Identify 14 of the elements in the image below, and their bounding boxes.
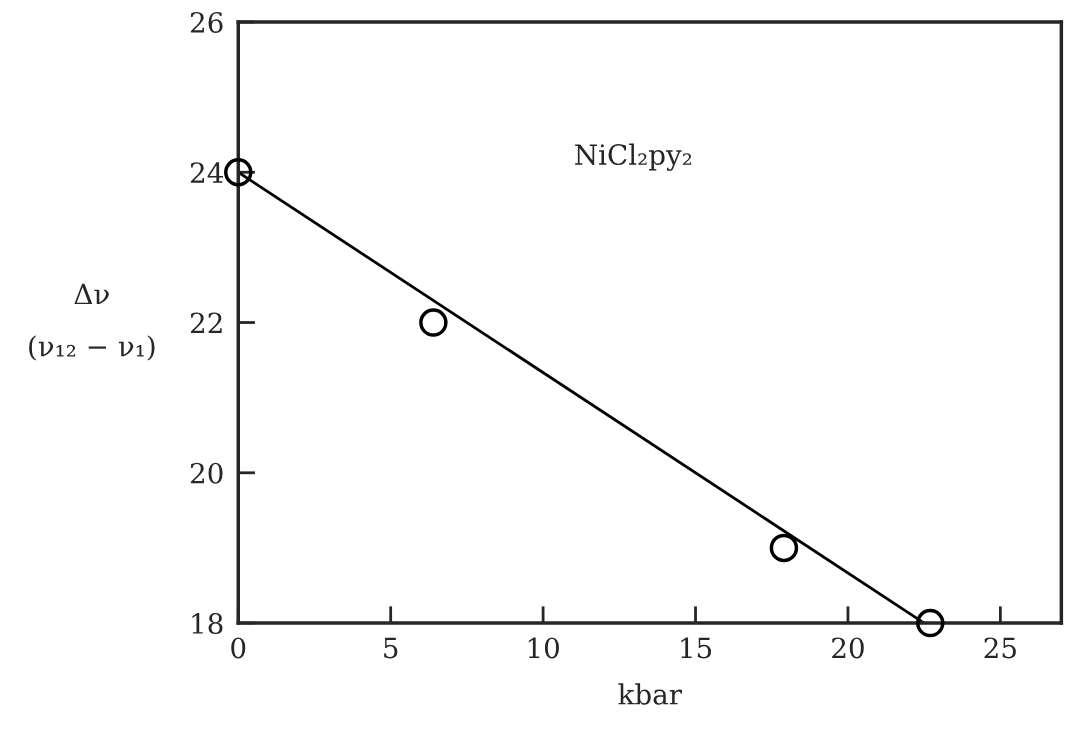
x-tick-label: 15 <box>681 637 712 659</box>
x-tick-label: 25 <box>984 637 1016 659</box>
x-axis-title: kbar <box>618 683 683 705</box>
x-tick-label: 0 <box>231 637 246 659</box>
x-tick-label: 10 <box>528 637 559 659</box>
y-tick-label: 24 <box>190 162 223 183</box>
annotation: NiCl₂py₂ <box>575 143 692 171</box>
y-tick-label: 18 <box>192 612 223 634</box>
y-tick-label: 22 <box>190 312 222 334</box>
y-tick-label: 20 <box>190 462 223 484</box>
x-tick-label: 20 <box>832 637 864 659</box>
y-axis-title: Δν (ν₁₂ − ν₁) <box>29 283 155 361</box>
x-tick-label: 5 <box>384 637 398 659</box>
y-tick-label: 26 <box>190 11 223 33</box>
